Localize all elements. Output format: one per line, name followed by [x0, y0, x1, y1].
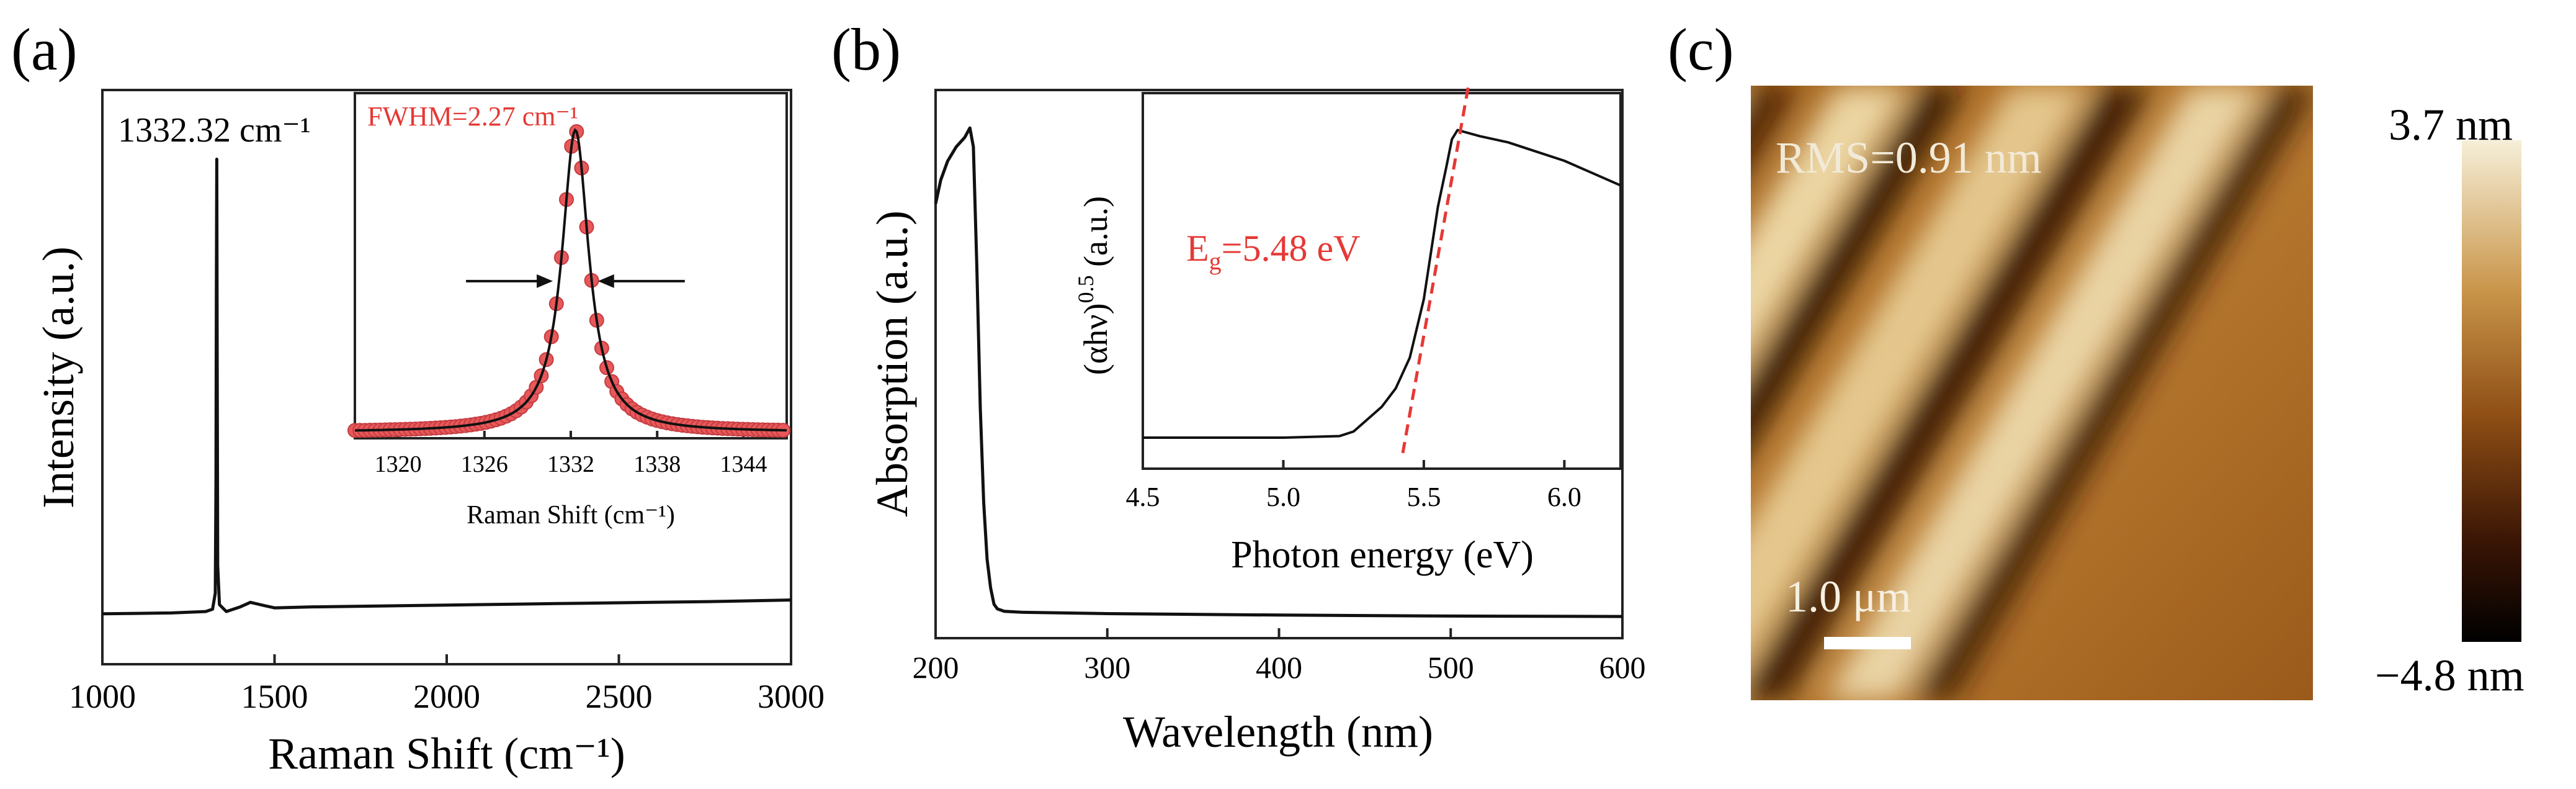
x-tick-label: 1332 [547, 451, 594, 477]
panel-b-inset-tangent-line [1401, 83, 1470, 454]
fwhm-arrowhead-left [537, 274, 553, 288]
colorbar-min-label: −4.8 nm [2375, 651, 2525, 700]
x-tick-label: 300 [1084, 650, 1130, 685]
panel-b-x-ticks: 200 300 400 500 600 [913, 628, 1646, 685]
x-tick-label: 2500 [586, 678, 653, 715]
panel-a-x-axis-label: Raman Shift (cm⁻¹) [268, 729, 625, 778]
afm-topography-image [1751, 86, 2313, 700]
x-tick-label: 3000 [758, 678, 825, 715]
afm-scale-bar-label: 1.0 μm [1786, 572, 1912, 621]
panel-b-inset-x-axis-label: Photon energy (eV) [1231, 534, 1534, 576]
afm-scale-bar [1824, 637, 1911, 649]
panel-b-absorption-spectrum-line [934, 126, 1623, 618]
x-tick-label: 6.0 [1547, 482, 1581, 512]
panel-b-inset-bandgap-label: Eg=5.48 eV [1186, 228, 1360, 275]
panel-b-inset: 4.5 5.0 5.5 6.0 Eg=5.48 eV Photon energy (e… [1073, 83, 1622, 576]
x-tick-label: 400 [1256, 650, 1302, 685]
panel-b-inset-tauc-plot-line [1143, 128, 1621, 439]
height-colorbar [2462, 140, 2521, 642]
panel-a-peak-label: 1332.32 cm⁻¹ [118, 111, 311, 150]
panel-a-inset-fwhm-label: FWHM=2.27 cm⁻¹ [367, 101, 578, 132]
x-tick-label: 1000 [69, 678, 136, 715]
panel-b-inset-frame [1142, 92, 1622, 470]
x-tick-label: 200 [913, 650, 959, 685]
panel-c-label: (c) [1668, 16, 1734, 83]
panel-b-label: (b) [831, 16, 901, 83]
panel-c: (c) RMS=0.91 nm 1.0 μm 3.7 nm −4.8 nm [1668, 16, 2525, 700]
panel-b: (b) 200 300 400 500 600 Wavelength (nm) Abso… [831, 16, 1646, 757]
panel-a-inset-fwhm-arrows [466, 274, 685, 288]
afm-rms-label: RMS=0.91 nm [1776, 133, 2042, 183]
x-tick-label: 1320 [375, 451, 422, 477]
panel-b-y-axis-label: Absorption (a.u.) [867, 210, 917, 517]
panel-a-label: (a) [11, 16, 78, 83]
panel-a-inset: 1320 1326 1332 1338 1344 FWHM=2.27 cm⁻¹ Rama… [347, 92, 791, 530]
x-tick-label: 1326 [461, 451, 508, 477]
panel-a-inset-x-ticks: 1320 1326 1332 1338 1344 [375, 431, 767, 477]
panel-b-x-axis-label: Wavelength (nm) [1123, 707, 1433, 757]
x-tick-label: 5.0 [1266, 482, 1300, 512]
panel-b-inset-x-ticks: 4.5 5.0 5.5 6.0 [1126, 460, 1581, 512]
x-tick-label: 4.5 [1126, 482, 1160, 512]
x-tick-label: 1338 [633, 451, 681, 477]
panel-a: (a) 1000 1500 2000 2500 3000 1332.32 cm⁻¹ Ra… [11, 16, 825, 778]
colorbar-max-label: 3.7 nm [2389, 100, 2513, 150]
panel-a-x-ticks: 1000 1500 2000 2500 3000 [69, 654, 825, 715]
panel-a-raman-spectrum-line [102, 158, 792, 616]
x-tick-label: 5.5 [1407, 482, 1441, 512]
x-tick-label: 600 [1599, 650, 1646, 685]
x-tick-label: 1500 [241, 678, 308, 715]
x-tick-label: 1344 [720, 451, 767, 477]
x-tick-label: 500 [1428, 650, 1474, 685]
panel-a-inset-fit-line [355, 128, 787, 432]
panel-a-inset-x-axis-label: Raman Shift (cm⁻¹) [467, 501, 675, 530]
fwhm-arrowhead-right [597, 274, 614, 288]
panel-b-inset-y-axis-label: (αhν)0.5 (a.u.) [1073, 196, 1114, 375]
panel-a-y-axis-label: Intensity (a.u.) [34, 246, 83, 508]
x-tick-label: 2000 [413, 678, 480, 715]
